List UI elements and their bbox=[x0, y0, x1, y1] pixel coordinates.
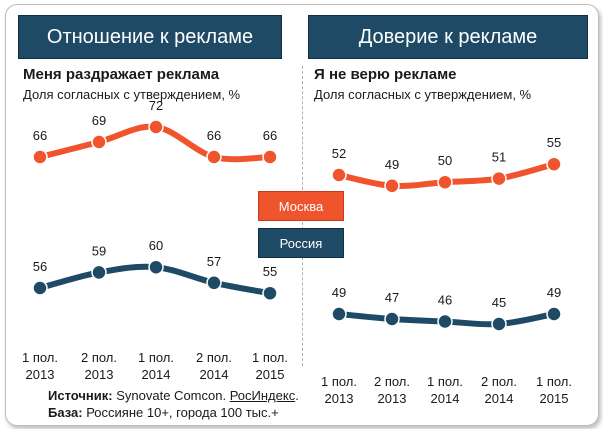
x-tick-label: 1 пол. 2014 bbox=[427, 374, 463, 406]
data-point bbox=[384, 178, 400, 194]
data-point bbox=[546, 306, 562, 322]
data-label: 66 bbox=[263, 128, 277, 143]
data-label: 49 bbox=[332, 285, 346, 300]
data-label: 50 bbox=[438, 153, 452, 168]
panel-title: Доверие к рекламе bbox=[308, 15, 588, 59]
data-label: 49 bbox=[547, 285, 561, 300]
data-point bbox=[91, 134, 107, 150]
data-point bbox=[206, 275, 222, 291]
data-label: 51 bbox=[492, 150, 506, 165]
data-label: 46 bbox=[438, 293, 452, 308]
base-label: База: bbox=[48, 405, 83, 420]
x-tick-label: 2 пол. 2013 bbox=[374, 374, 410, 406]
x-tick-label: 1 пол. 2013 bbox=[321, 374, 357, 406]
legend-russia: Россия bbox=[258, 228, 344, 258]
data-point bbox=[148, 119, 164, 135]
data-point bbox=[32, 149, 48, 165]
trust-chart: 52 49 50 51 55 49 47 46 45 49 1 пол. 2013 2 пол. 2013… bbox=[321, 135, 572, 406]
data-label: 66 bbox=[33, 128, 47, 143]
data-point bbox=[32, 280, 48, 296]
chart-subtitle: Я не верю рекламе bbox=[314, 66, 457, 83]
x-tick-label: 2 пол. 2014 bbox=[481, 374, 517, 406]
data-point bbox=[491, 170, 507, 187]
chart-note: Доля согласных с утверждением, % bbox=[314, 87, 532, 102]
panel-attitude: Отношение к рекламе Меня раздражает рекл… bbox=[0, 0, 300, 429]
data-point bbox=[331, 167, 347, 183]
panel-title: Отношение к рекламе bbox=[18, 15, 282, 59]
data-point bbox=[148, 259, 164, 275]
data-label: 59 bbox=[92, 243, 106, 258]
data-point bbox=[546, 156, 562, 172]
source-label: Источник: bbox=[48, 388, 113, 403]
base-text: Россияне 10+, города 100 тыс.+ bbox=[82, 405, 279, 420]
data-label: 66 bbox=[207, 128, 221, 143]
data-point bbox=[331, 306, 347, 322]
source-end: . bbox=[295, 388, 299, 403]
data-label: 55 bbox=[263, 264, 277, 279]
data-point bbox=[262, 149, 278, 165]
panel-trust: Доверие к рекламе Я не верю рекламе Доля… bbox=[300, 0, 603, 429]
x-tick-label: 1 пол. 2015 bbox=[536, 374, 572, 406]
data-point bbox=[206, 149, 222, 165]
x-tick-label: 1 пол. 2013 bbox=[22, 350, 58, 382]
legend-moscow: Москва bbox=[258, 191, 344, 221]
data-label: 47 bbox=[385, 290, 399, 305]
attitude-chart: 66 69 72 66 66 56 59 60 57 55 1 пол. 2013 2 пол. 2013… bbox=[22, 98, 288, 382]
chart-subtitle: Меня раздражает реклама bbox=[23, 66, 220, 83]
source-link[interactable]: РосИндекс bbox=[229, 388, 296, 403]
source-text: Synovate Comcon. bbox=[112, 388, 230, 403]
x-tick-label: 2 пол. 2013 bbox=[81, 350, 117, 382]
data-point bbox=[437, 313, 453, 330]
data-label: 56 bbox=[33, 259, 47, 274]
data-label: 55 bbox=[547, 135, 561, 150]
base-note: База: Россияне 10+, города 100 тыс.+ bbox=[48, 405, 279, 420]
data-label: 72 bbox=[149, 98, 163, 113]
data-label: 49 bbox=[385, 157, 399, 172]
data-point bbox=[384, 311, 400, 327]
x-tick-label: 1 пол. 2015 bbox=[252, 350, 288, 382]
data-label: 45 bbox=[492, 295, 506, 310]
x-tick-label: 2 пол. 2014 bbox=[196, 350, 232, 382]
data-point bbox=[91, 264, 107, 281]
data-point bbox=[437, 174, 453, 190]
data-point bbox=[262, 285, 278, 301]
data-label: 57 bbox=[207, 254, 221, 269]
source-note: Источник: Synovate Comcon. РосИндекс. bbox=[48, 388, 299, 403]
chart-note: Доля согласных с утверждением, % bbox=[23, 87, 241, 102]
data-label: 69 bbox=[92, 113, 106, 128]
data-point bbox=[491, 316, 507, 332]
data-label: 52 bbox=[332, 146, 346, 161]
data-label: 60 bbox=[149, 238, 163, 253]
x-tick-label: 1 пол. 2014 bbox=[138, 350, 174, 382]
